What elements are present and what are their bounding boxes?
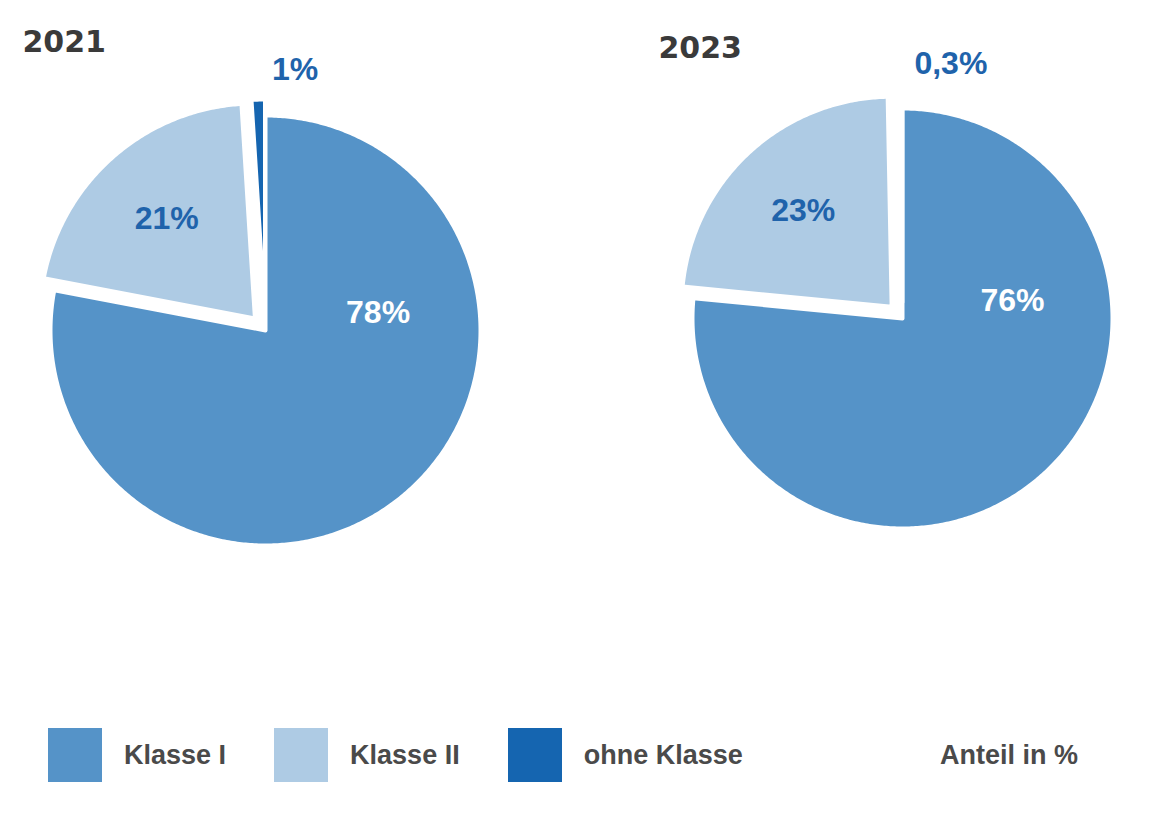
svg-text:0,3%: 0,3% bbox=[914, 45, 987, 81]
svg-text:1%: 1% bbox=[272, 51, 318, 87]
svg-text:2023: 2023 bbox=[659, 30, 743, 65]
html-text:Anteil in %: Anteil in % bbox=[940, 739, 1078, 770]
html-text:ohne Klasse: ohne Klasse bbox=[583, 739, 743, 770]
svg-text:2021: 2021 bbox=[23, 24, 107, 59]
svg-text:21%: 21% bbox=[135, 200, 199, 236]
svg-text:76%: 76% bbox=[980, 282, 1044, 318]
svg-text:23%: 23% bbox=[771, 192, 835, 228]
svg-text:78%: 78% bbox=[346, 294, 410, 330]
html-text:Klasse I: Klasse I bbox=[124, 739, 227, 770]
html-text:Klasse II: Klasse II bbox=[350, 739, 460, 770]
